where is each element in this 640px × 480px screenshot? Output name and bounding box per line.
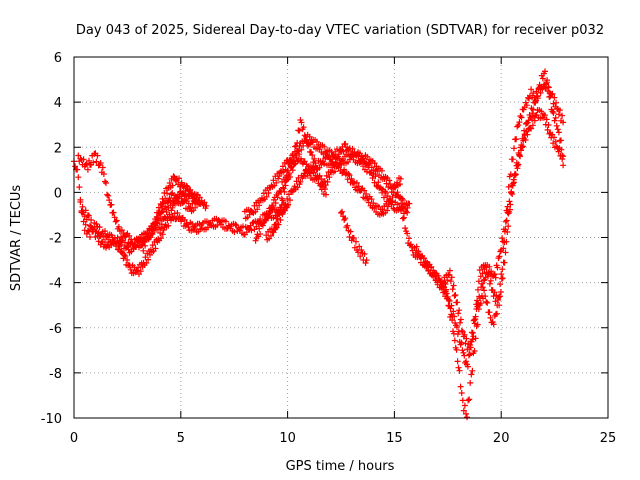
- y-tick-label: -10: [41, 412, 62, 427]
- y-tick-label: -8: [49, 367, 62, 382]
- chart-title: Day 043 of 2025, Sidereal Day-to-day VTE…: [76, 23, 604, 38]
- y-tick-label: -6: [49, 322, 62, 337]
- series-markers-0: [71, 68, 567, 421]
- x-tick-label: 20: [493, 431, 510, 446]
- x-tick-label: 5: [177, 431, 185, 446]
- y-tick-label: 2: [54, 141, 62, 156]
- x-tick-label: 15: [386, 431, 403, 446]
- x-tick-label: 25: [600, 431, 617, 446]
- y-axis-label: SDTVAR / TECUs: [9, 185, 24, 292]
- y-tick-label: 4: [54, 96, 62, 111]
- x-tick-label: 0: [70, 431, 78, 446]
- y-tick-label: 0: [54, 186, 62, 201]
- x-axis-label: GPS time / hours: [286, 459, 395, 474]
- axis-ticks: 0 5 10 15 20 25 -10 -8 -6 -4 -2 0 2 4 6: [41, 51, 617, 446]
- grid-lines: [74, 57, 608, 418]
- y-tick-label: -4: [49, 277, 62, 292]
- y-tick-label: 6: [54, 51, 62, 66]
- data-series: [71, 68, 567, 421]
- y-tick-label: -2: [49, 232, 62, 247]
- x-tick-label: 10: [279, 431, 296, 446]
